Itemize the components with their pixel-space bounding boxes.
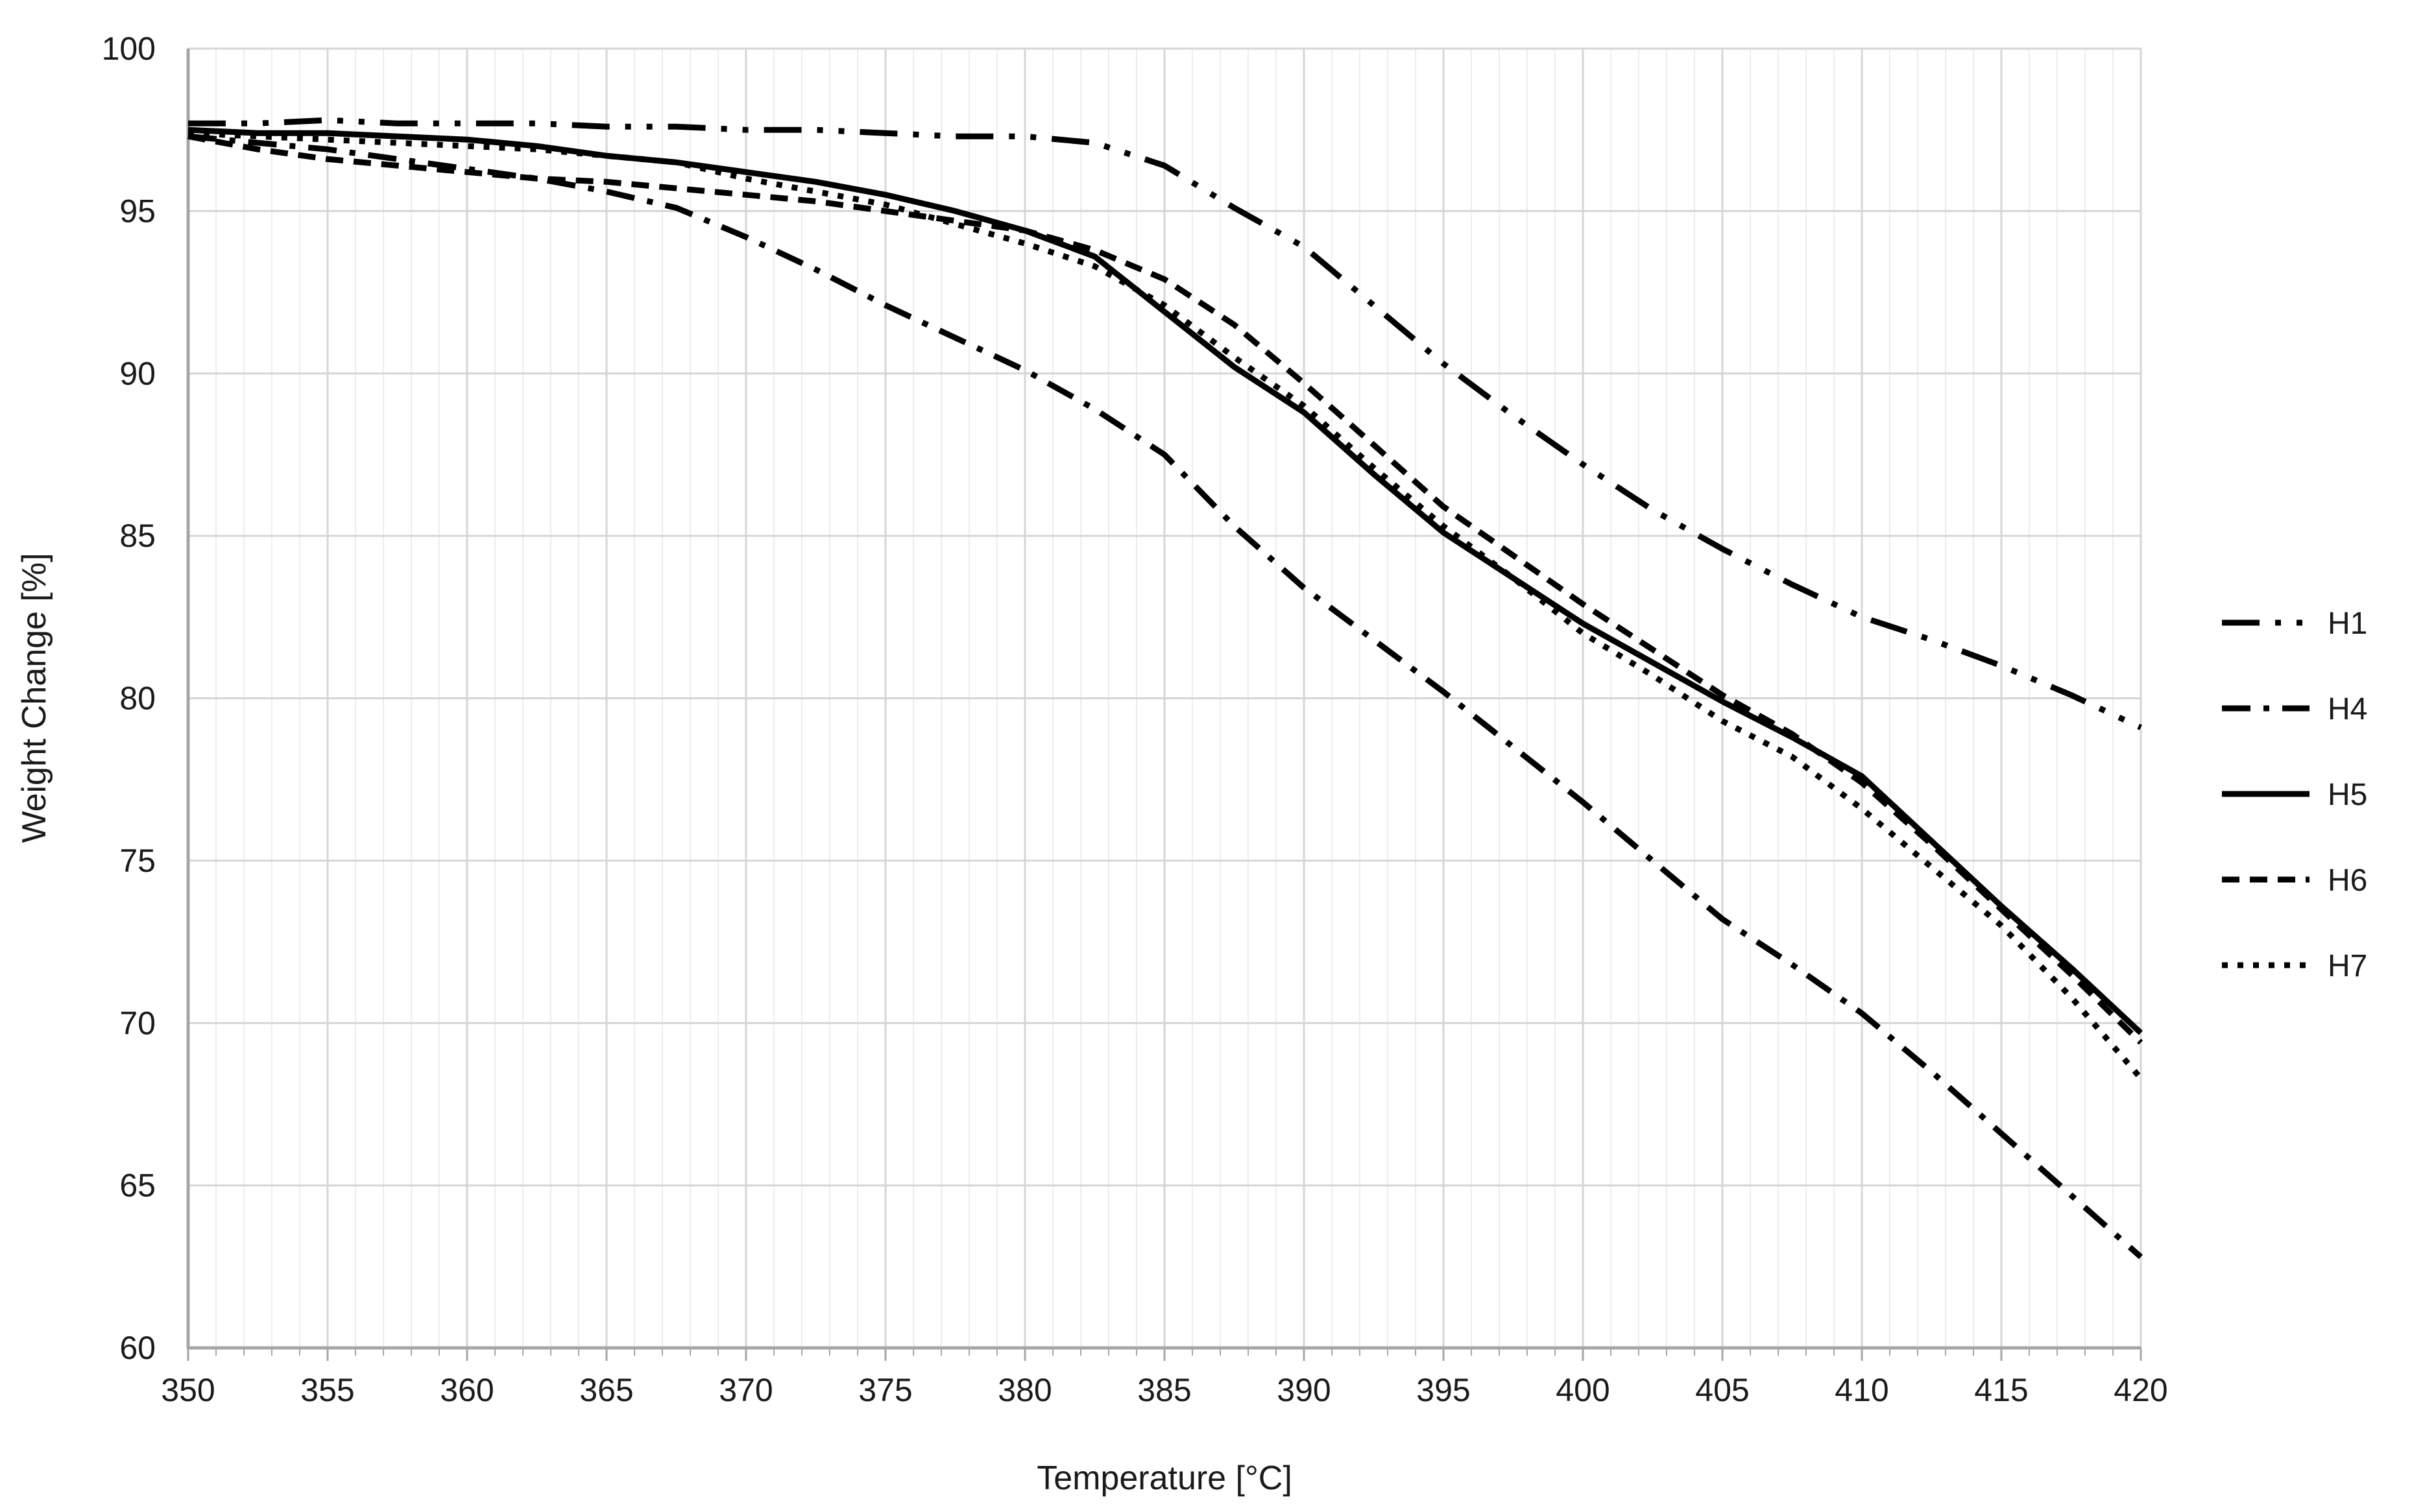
legend-label-h5: H5: [2328, 778, 2367, 812]
legend-label-h1: H1: [2328, 606, 2367, 641]
y-tick-label: 70: [119, 1005, 156, 1041]
series-line-h6: [187, 133, 2143, 1045]
y-tick-label: 80: [119, 680, 156, 717]
legend-item-h1: H1: [2222, 606, 2367, 641]
legend-label-h4: H4: [2328, 692, 2367, 726]
series-lines: [187, 117, 2143, 1260]
series-line-h7: [187, 130, 2143, 1081]
y-tick-label: 60: [119, 1330, 156, 1366]
x-axis-title: Temperature [°C]: [1037, 1459, 1292, 1497]
x-tick-label: 415: [1974, 1372, 2028, 1408]
y-axis-title: Weight Change [%]: [16, 553, 53, 843]
y-tick-label: 85: [119, 518, 156, 554]
x-tick-label: 375: [858, 1372, 912, 1408]
legend-item-h7: H7: [2222, 949, 2367, 983]
x-tick-label: 380: [998, 1372, 1052, 1408]
x-tick-label: 385: [1137, 1372, 1191, 1408]
x-tick-label: 400: [1556, 1372, 1610, 1408]
x-tick-label: 405: [1695, 1372, 1749, 1408]
x-tick-label: 350: [161, 1372, 215, 1408]
legend-label-h7: H7: [2328, 949, 2367, 983]
legend-label-h6: H6: [2328, 863, 2367, 898]
x-tick-label: 355: [300, 1372, 354, 1408]
x-tick-label: 410: [1835, 1372, 1888, 1408]
axis-ticks: [187, 1348, 2142, 1361]
series-line-h1: [188, 117, 2142, 730]
y-tick-label: 90: [119, 355, 156, 392]
y-tick-label: 75: [119, 843, 156, 879]
legend-item-h6: H6: [2222, 863, 2367, 898]
x-tick-labels: 350 355 360 365 370 375 380 385 390 395 400 405 410 4…: [161, 1372, 2167, 1408]
x-tick-label: 370: [719, 1372, 773, 1408]
y-tick-label: 100: [102, 30, 156, 67]
x-tick-label: 365: [579, 1372, 633, 1408]
series-line-h4: [187, 133, 2143, 1260]
legend: H1 H4 H5 H6 H7: [2222, 606, 2367, 983]
y-tick-label: 95: [119, 193, 156, 229]
x-tick-label: 395: [1416, 1372, 1470, 1408]
legend-item-h5: H5: [2222, 778, 2367, 812]
x-tick-label: 420: [2114, 1372, 2167, 1408]
y-tick-labels: 60 65 70 75 80 85 90 95 100: [102, 30, 156, 1366]
legend-item-h4: H4: [2222, 692, 2367, 726]
y-tick-label: 65: [119, 1168, 156, 1204]
x-tick-label: 360: [440, 1372, 494, 1408]
x-tick-label: 390: [1277, 1372, 1331, 1408]
